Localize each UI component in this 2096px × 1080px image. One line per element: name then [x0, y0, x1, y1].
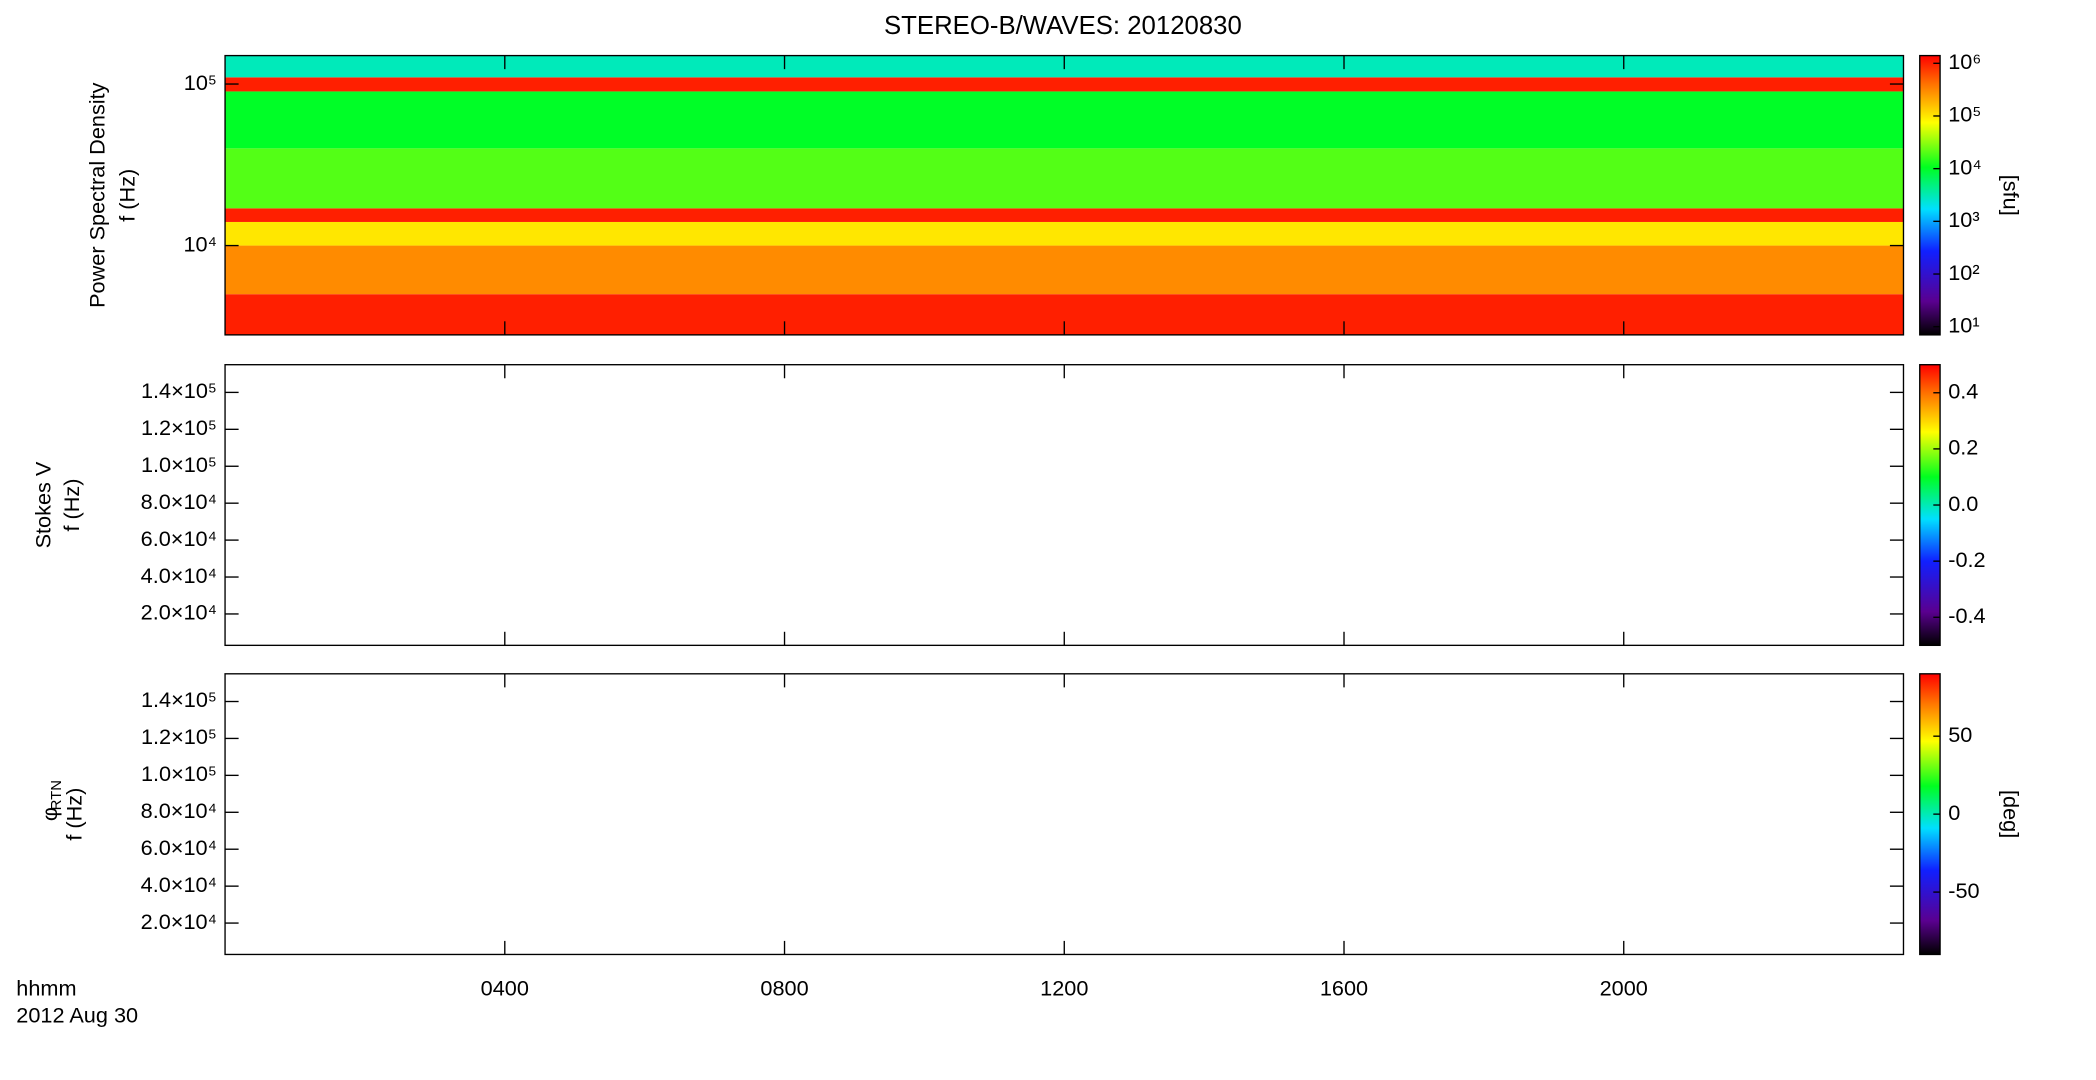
y-tick-label: 1.4×10⁵: [141, 378, 217, 403]
colorbar-tick-label: 10⁶: [1948, 49, 1981, 74]
heatmap-cell: [225, 208, 1904, 222]
y-tick-label: 2.0×10⁴: [141, 600, 217, 625]
heatmap-cell: [225, 245, 1904, 295]
colorbar-tick-label: 50: [1948, 722, 1972, 747]
y-axis-symbol: φ: [37, 807, 62, 821]
colorbar-label: [deg]: [1998, 790, 2023, 838]
colorbar-tick-label: -0.2: [1948, 547, 1985, 572]
x-tick-label: 0400: [481, 975, 529, 1000]
y-tick-label: 6.0×10⁴: [141, 835, 217, 860]
colorbar-tick-label: 0.4: [1948, 378, 1978, 403]
plot-frame: [224, 364, 1905, 647]
y-tick-label: 8.0×10⁴: [141, 489, 217, 514]
x-tick-label: 1200: [1040, 975, 1088, 1000]
y-axis-label: f (Hz): [59, 479, 84, 532]
plot-frame: [224, 673, 1905, 956]
x-axis-label: hhmm: [16, 975, 76, 1000]
y-tick-label: 4.0×10⁴: [141, 872, 217, 897]
colorbar: [1919, 54, 1941, 336]
x-tick-label: 1600: [1320, 975, 1368, 1000]
colorbar-tick-label: 0: [1948, 800, 1960, 825]
colorbar-tick-label: 10²: [1948, 260, 1979, 285]
y-tick-label: 1.2×10⁵: [141, 724, 217, 749]
colorbar-tick-label: 0.2: [1948, 435, 1978, 460]
colorbar-tick-label: 0.0: [1948, 491, 1978, 516]
colorbar-tick-label: 10⁴: [1948, 154, 1981, 179]
heatmap-cell: [225, 91, 1904, 149]
y-tick-label: 1.0×10⁵: [141, 452, 217, 477]
y-tick-label: 4.0×10⁴: [141, 563, 217, 588]
y-axis-label: Power Spectral Density: [85, 82, 110, 308]
y-axis-label: f (Hz): [62, 788, 87, 841]
colorbar-label: [sfu]: [1998, 175, 2023, 216]
y-tick-label: 1.4×10⁵: [141, 687, 217, 712]
colorbar-tick-label: -0.4: [1948, 603, 1985, 628]
colorbar-tick-label: -50: [1948, 878, 1979, 903]
x-tick-label: 2000: [1600, 975, 1648, 1000]
y-tick-label: 8.0×10⁴: [141, 798, 217, 823]
colorbar-tick-label: 10⁵: [1948, 102, 1981, 127]
x-tick-label: 0800: [760, 975, 808, 1000]
colorbar-tick-label: 10³: [1948, 207, 1979, 232]
y-tick-label: 6.0×10⁴: [141, 526, 217, 551]
heatmap-cell: [225, 77, 1904, 92]
y-axis-label: Stokes V: [30, 461, 55, 548]
colorbar-tick-label: 10¹: [1948, 312, 1979, 337]
heatmap-cell: [225, 221, 1904, 246]
heatmap-cell: [225, 148, 1904, 209]
y-tick-label: 2.0×10⁴: [141, 909, 217, 934]
y-tick-label: 10⁴: [183, 231, 216, 256]
y-tick-label: 1.0×10⁵: [141, 761, 217, 786]
y-axis-label: f (Hz): [115, 169, 140, 222]
date-label: 2012 Aug 30: [16, 1003, 138, 1028]
title: STEREO-B/WAVES: 20120830: [884, 12, 1242, 40]
y-tick-label: 1.2×10⁵: [141, 415, 217, 440]
y-tick-label: 10⁵: [184, 70, 217, 95]
y-axis-subscript: RTN: [49, 780, 65, 810]
